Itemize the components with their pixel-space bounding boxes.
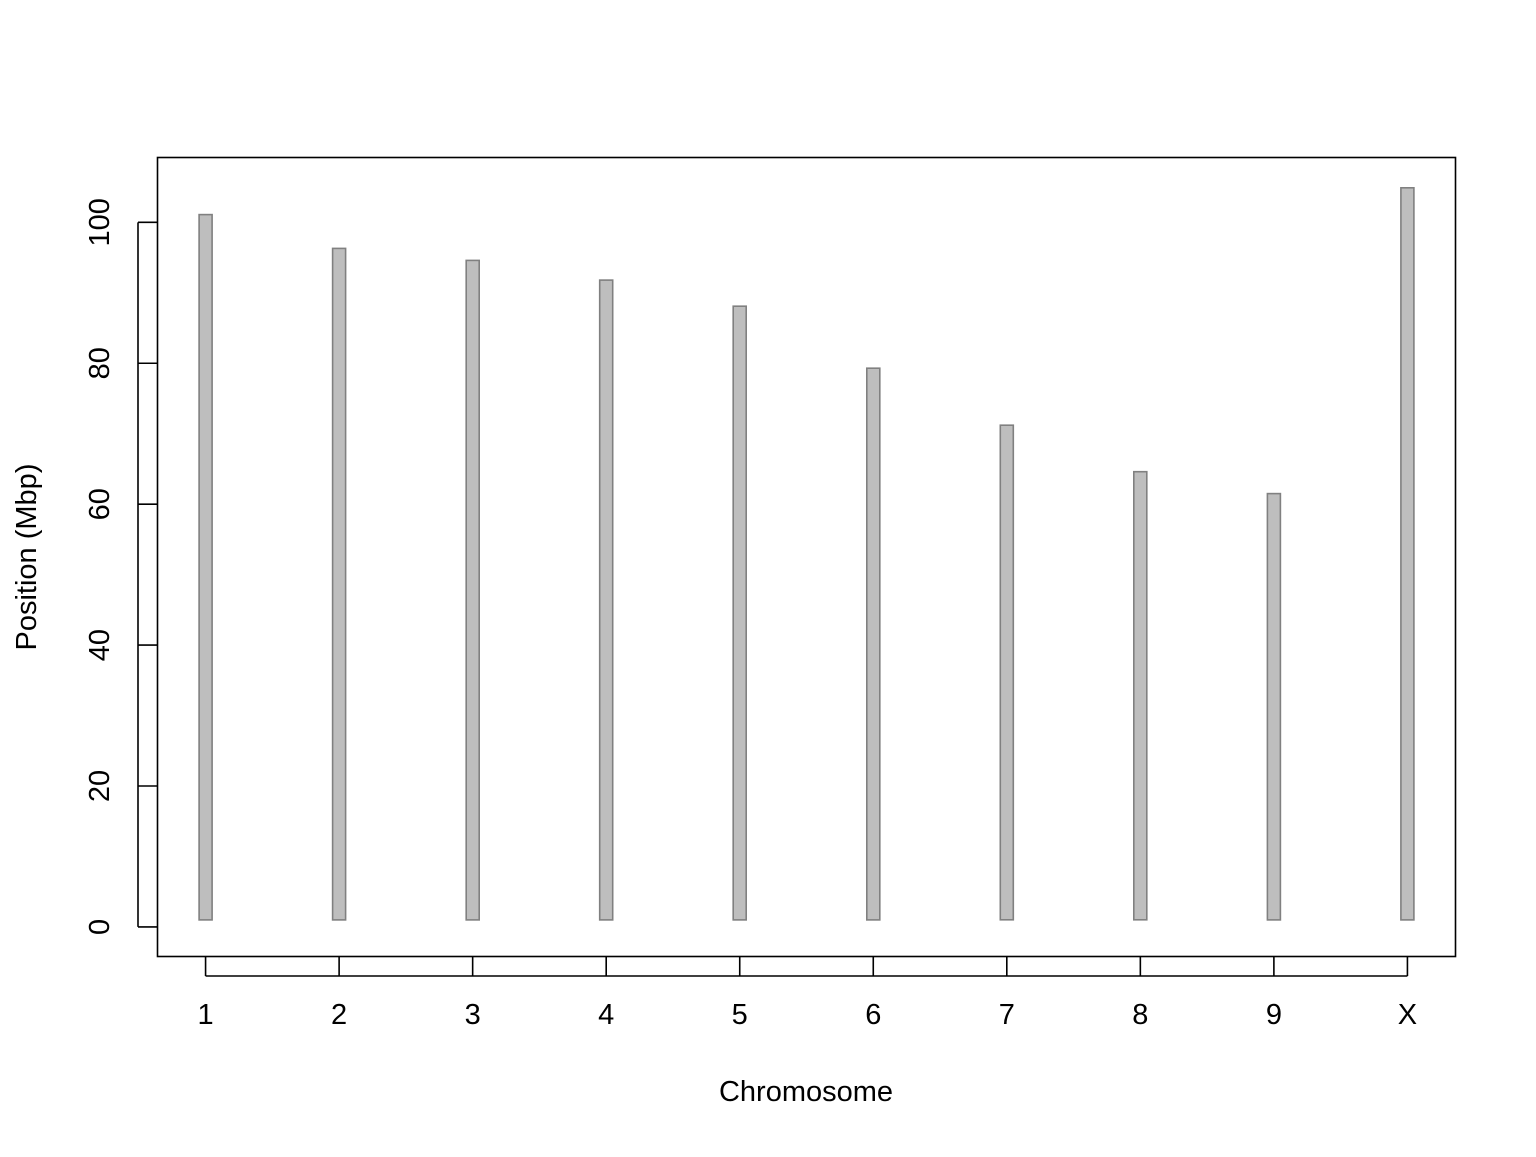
x-tick-label: 5 (732, 999, 748, 1031)
y-tick-label: 100 (84, 198, 116, 246)
bars-layer (198, 187, 1415, 921)
x-tick-label: X (1398, 999, 1417, 1031)
y-axis: 0 20 40 60 80 100 (84, 198, 157, 935)
x-tick-label: 7 (999, 999, 1015, 1031)
x-tick-label: 1 (198, 999, 214, 1031)
chromosome-bar-8 (1133, 470, 1148, 921)
y-tick-label: 80 (84, 347, 116, 379)
chromosome-bar-9 (1266, 492, 1282, 921)
chromosome-bar-7 (999, 424, 1015, 921)
plot-frame (156, 156, 1457, 958)
x-tick-label: 9 (1266, 999, 1282, 1031)
y-tick-label: 60 (84, 488, 116, 520)
chromosome-bar-X (1400, 187, 1415, 921)
x-axis-label: Chromosome (719, 1076, 893, 1108)
y-tick-label: 20 (84, 770, 116, 802)
y-tick-label: 40 (84, 629, 116, 661)
chromosome-bar-2 (331, 247, 347, 921)
x-tick-label: 4 (598, 999, 614, 1031)
chromosome-bar-4 (598, 279, 614, 921)
x-tick-label: 3 (465, 999, 481, 1031)
y-tick-label: 0 (84, 919, 116, 935)
x-tick-label: 8 (1132, 999, 1148, 1031)
chromosome-bar-3 (465, 259, 481, 921)
chromosome-bar-1 (198, 213, 213, 921)
y-axis-label: Position (Mbp) (11, 464, 43, 651)
chromosome-bar-5 (732, 305, 748, 921)
x-axis: 1 2 3 4 5 6 7 8 9 X (198, 957, 1417, 1031)
chromosome-bar-6 (865, 367, 881, 921)
x-tick-label: 6 (865, 999, 881, 1031)
x-tick-label: 2 (331, 999, 347, 1031)
